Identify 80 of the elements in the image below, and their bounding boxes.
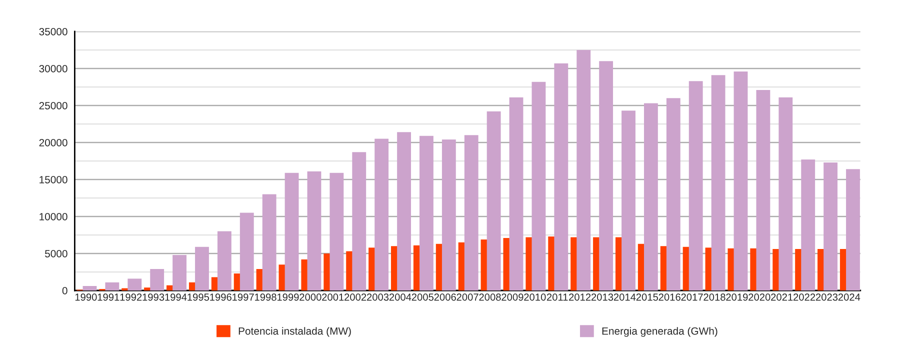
x-tick-label: 2017 <box>681 294 703 301</box>
x-tick-label: 1998 <box>255 294 276 301</box>
x-tick-label: 2016 <box>658 294 680 301</box>
x-tick-label: 2020 <box>748 294 770 301</box>
bar <box>442 140 456 290</box>
bar <box>240 212 254 290</box>
bar <box>801 160 816 290</box>
bar <box>217 231 232 290</box>
bar <box>374 138 389 290</box>
y-tick-label: 25000 <box>39 102 68 110</box>
y-tick-label: 15000 <box>40 176 68 184</box>
x-tick-label: 2013 <box>591 294 614 301</box>
x-tick-label: 2023 <box>816 294 838 301</box>
y-tick-label: 35000 <box>39 28 68 36</box>
x-tick-label: 2007 <box>456 294 478 301</box>
bar <box>576 50 591 290</box>
bar <box>688 81 703 290</box>
bar <box>172 254 186 290</box>
bar <box>756 90 770 290</box>
bar <box>397 132 411 290</box>
legend-label: Potencia instalada (MW) <box>238 327 351 337</box>
x-tick-label: 2011 <box>546 294 568 301</box>
bar <box>622 110 636 290</box>
bar <box>666 98 680 290</box>
x-tick-label: 1995 <box>188 294 210 301</box>
y-tick-label: 10000 <box>40 213 68 220</box>
x-tick-label: 2005 <box>412 294 434 301</box>
x-tick-label: 2014 <box>614 294 636 301</box>
bar <box>105 282 120 290</box>
x-tick-label: 1999 <box>277 294 299 301</box>
x-tick-label: 2009 <box>502 294 524 301</box>
bar <box>420 136 434 290</box>
bar <box>307 171 322 290</box>
x-tick-label: 2000 <box>300 294 322 301</box>
bar <box>734 71 748 290</box>
x-tick-label: 2001 <box>322 294 344 301</box>
bar <box>846 169 860 290</box>
x-tick-label: 2006 <box>434 294 456 301</box>
x-tick-label: 1992 <box>120 294 142 301</box>
bar <box>644 103 658 290</box>
bar <box>150 269 164 290</box>
x-tick-label: 2021 <box>771 294 793 301</box>
x-tick-label: 2015 <box>636 294 658 301</box>
y-tick-label: 30000 <box>39 65 68 72</box>
x-tick-label: 2002 <box>344 294 366 301</box>
bar <box>464 135 478 290</box>
bar <box>195 246 209 290</box>
x-tick-label: 2003 <box>366 294 389 301</box>
bar <box>509 97 524 290</box>
x-tick-label: 1990 <box>75 294 97 301</box>
bar <box>128 278 142 290</box>
bar <box>554 63 568 290</box>
bar <box>352 152 366 290</box>
x-tick-label: 1993 <box>142 294 164 301</box>
x-tick-label: 1994 <box>165 294 187 301</box>
x-tick-label: 2012 <box>569 294 591 301</box>
x-tick-label: 2010 <box>524 294 546 301</box>
bar <box>778 97 793 290</box>
bar <box>711 75 726 290</box>
y-tick-label: 0 <box>62 287 68 294</box>
bar <box>599 61 614 290</box>
x-tick-label: 2008 <box>479 294 501 301</box>
bar <box>824 162 838 290</box>
x-tick-label: 2022 <box>794 294 816 301</box>
bar <box>82 286 97 290</box>
x-tick-label: 1991 <box>98 294 120 301</box>
bar <box>284 172 299 290</box>
bar <box>262 194 276 290</box>
legend-label: Energia generada (GWh) <box>602 327 718 337</box>
x-tick-label: 2019 <box>726 294 748 301</box>
x-tick-label: 2004 <box>389 294 412 301</box>
y-tick-label: 20000 <box>39 139 68 146</box>
x-tick-label: 1996 <box>210 294 232 301</box>
bar <box>330 172 344 290</box>
y-tick-label: 5000 <box>45 250 68 258</box>
x-tick-label: 1997 <box>232 294 254 301</box>
bar <box>486 111 501 290</box>
bar <box>532 82 546 290</box>
x-tick-label: 2024 <box>838 294 860 301</box>
x-tick-label: 2018 <box>704 294 726 301</box>
